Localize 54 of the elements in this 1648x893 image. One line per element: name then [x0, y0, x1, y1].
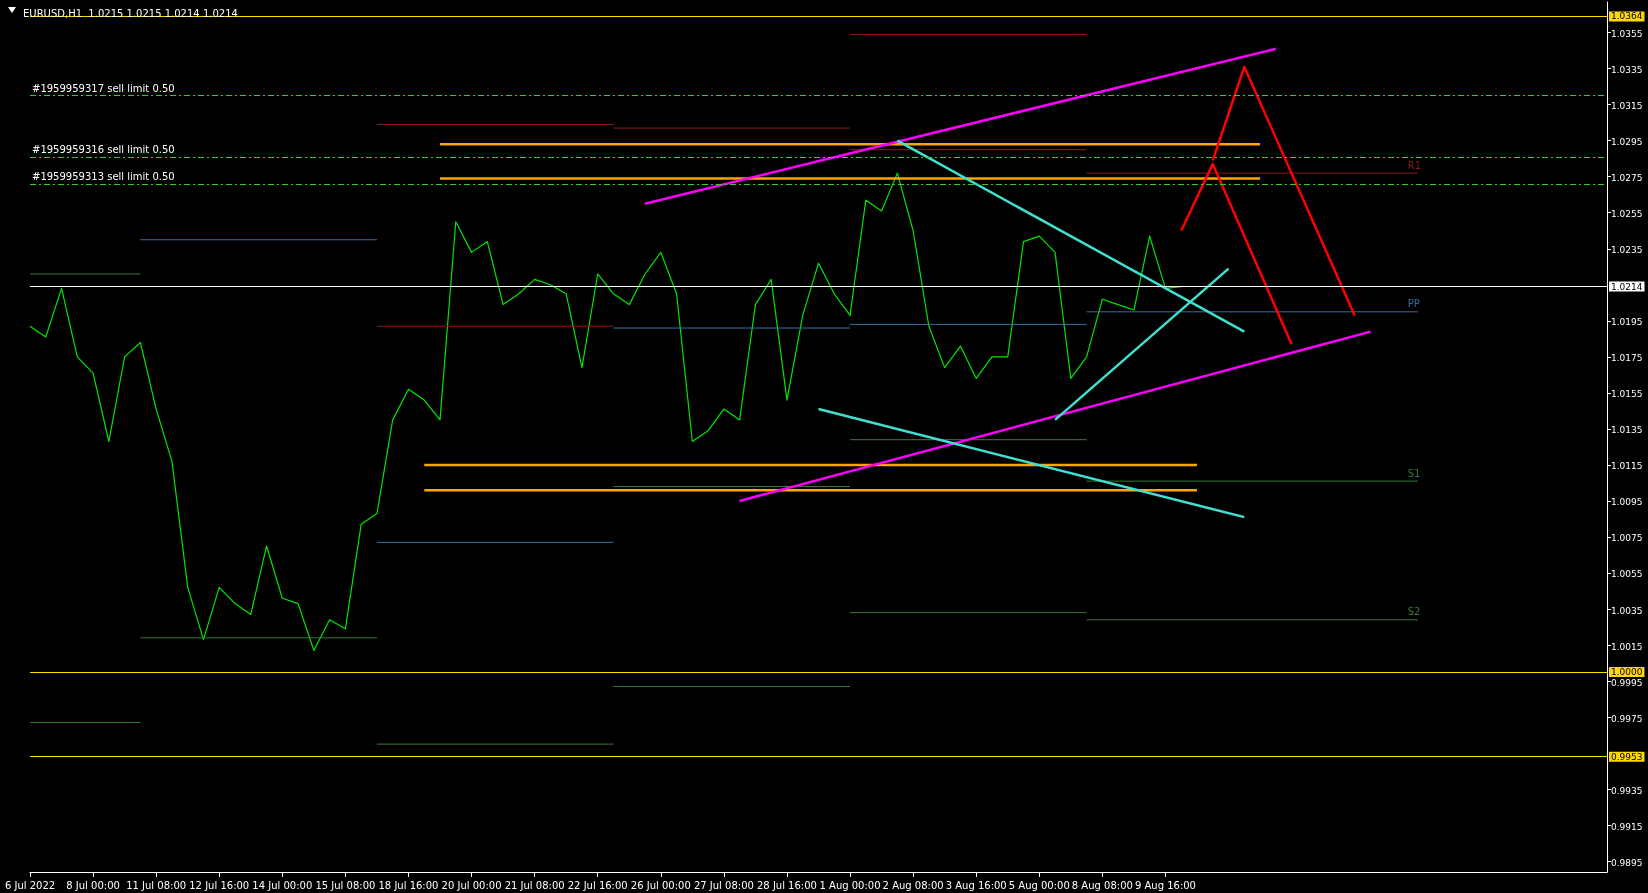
x-tick-label: 11 Jul 08:00: [126, 879, 187, 891]
y-tick-label: 0.9935: [1611, 785, 1643, 796]
y-tick-label: 1.0115: [1611, 461, 1643, 472]
y-tick-label: 0.9895: [1611, 857, 1643, 868]
y-tick-label: 1.0035: [1611, 605, 1643, 616]
x-tick-label: 9 Aug 16:00: [1134, 879, 1196, 891]
ref-line-label: #1959959317 sell limit 0.50: [32, 83, 175, 95]
y-tick-label: 1.0295: [1611, 137, 1643, 148]
y-tick-label: 0.9915: [1611, 821, 1643, 832]
x-tick-label: 18 Jul 16:00: [378, 879, 439, 891]
y-tick-label: 1.0195: [1611, 317, 1643, 328]
x-tick-label: 20 Jul 00:00: [441, 879, 502, 891]
y-tick-label: 0.9975: [1611, 713, 1643, 724]
x-tick-label: 15 Jul 08:00: [315, 879, 376, 891]
x-tick-label: 22 Jul 16:00: [567, 879, 628, 891]
x-tick-label: 5 Aug 00:00: [1008, 879, 1070, 891]
x-tick-label: 12 Jul 16:00: [189, 879, 250, 891]
ref-line-label: 1.0364: [1611, 11, 1643, 22]
y-tick-label: 1.0255: [1611, 209, 1643, 220]
x-tick-label: 21 Jul 08:00: [504, 879, 565, 891]
y-tick-label: 1.0355: [1611, 29, 1643, 40]
y-tick-label: 1.0135: [1611, 425, 1643, 436]
y-tick-label: 0.9995: [1611, 677, 1643, 688]
series-label: PP: [1407, 298, 1420, 310]
ref-line-label: #1959959313 sell limit 0.50: [32, 171, 175, 183]
y-tick-label: 1.0275: [1611, 173, 1643, 184]
ref-line-label: 0.9953: [1611, 751, 1643, 762]
y-tick-label: 1.0175: [1611, 353, 1643, 364]
y-tick-label: 1.0335: [1611, 65, 1643, 76]
y-tick-label: 1.0155: [1611, 389, 1643, 400]
y-tick-label: 1.0095: [1611, 497, 1643, 508]
y-tick-label: 1.0055: [1611, 569, 1643, 580]
y-tick-label: 1.0315: [1611, 101, 1643, 112]
x-tick-label: 28 Jul 16:00: [756, 879, 817, 891]
x-tick-label: 14 Jul 00:00: [252, 879, 313, 891]
ref-line-label: #1959959316 sell limit 0.50: [32, 144, 175, 156]
x-tick-label: 26 Jul 00:00: [630, 879, 691, 891]
ref-line-label: 1.0000: [1611, 667, 1643, 678]
x-tick-label: 1 Aug 00:00: [819, 879, 881, 891]
text: EURUSD,H1 1.0215 1.0215 1.0214 1.0214: [23, 7, 238, 19]
x-tick-label: 6 Jul 2022: [4, 879, 56, 891]
x-tick-label: 27 Jul 08:00: [693, 879, 754, 891]
series-label: S1: [1407, 467, 1421, 479]
x-tick-label: 2 Aug 08:00: [882, 879, 944, 891]
y-tick-label: 1.0075: [1611, 533, 1643, 544]
series-label: R1: [1407, 159, 1422, 171]
y-tick-label: 1.0015: [1611, 641, 1643, 652]
x-tick-label: 8 Jul 00:00: [66, 879, 120, 891]
series-label: S2: [1407, 606, 1421, 618]
ref-line-label: 1.0214: [1611, 281, 1643, 292]
y-tick-label: 1.0235: [1611, 245, 1643, 256]
x-tick-label: 8 Aug 08:00: [1071, 879, 1133, 891]
line-series: [29, 172, 1182, 652]
x-tick-label: 3 Aug 16:00: [945, 879, 1007, 891]
